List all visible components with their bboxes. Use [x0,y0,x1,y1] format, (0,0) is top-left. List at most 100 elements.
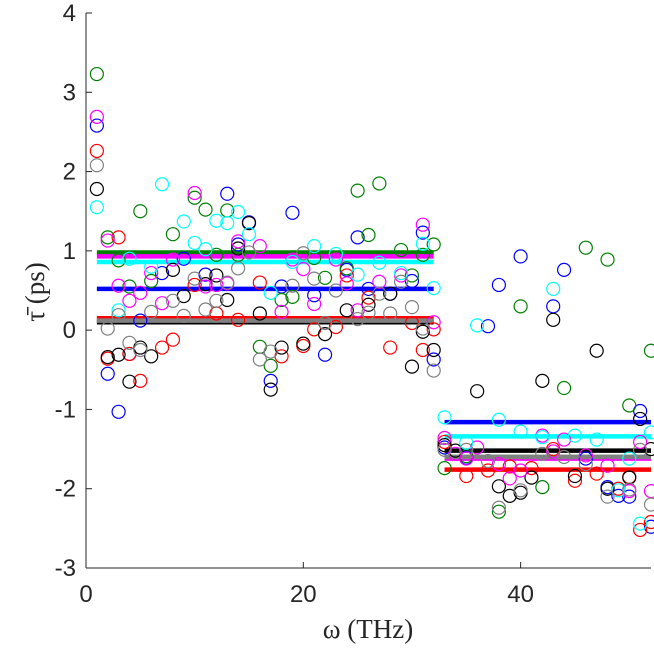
data-point-blue [263,373,278,388]
data-point-cyan [535,430,550,445]
data-point-blue [350,230,365,245]
data-point-gray [480,453,496,469]
data-point-blue [415,225,430,240]
data-point-gray [285,278,300,293]
data-point-cyan [89,200,104,215]
data-point-gray [176,308,191,323]
data-point-gray [133,342,148,358]
data-point-black [415,324,430,339]
data-point-gray [513,483,528,498]
data-point-red [154,340,170,355]
data-point-red [643,514,654,530]
data-point-green [100,230,115,245]
data-point-red [459,468,474,484]
data-point-green [393,242,409,258]
data-point-green [437,461,452,476]
data-point-green [404,268,420,283]
data-point-gray [622,482,637,497]
data-point-red [133,373,148,388]
data-point-cyan [393,265,409,281]
data-point-green [187,190,202,205]
data-point-magenta [328,252,344,267]
data-point-gray [111,307,126,323]
data-point-cyan [611,483,626,498]
data-point-gray [122,335,137,350]
data-point-magenta [100,233,115,248]
data-point-cyan [415,236,430,251]
data-point-gray [393,274,409,289]
data-point-cyan [546,281,561,297]
data-point-blue [643,519,654,534]
data-point-magenta [296,261,311,277]
data-point-black [404,359,420,374]
data-point-magenta [274,304,289,320]
data-point-green [426,237,441,252]
data-point-gray [404,300,420,315]
data-point-blue [491,277,506,293]
data-point-red [328,319,344,335]
data-point-gray [578,457,593,472]
data-point-cyan [220,216,235,231]
data-point-cyan [176,214,191,229]
data-point-green [165,227,181,242]
data-point-magenta [89,109,104,124]
data-point-black [643,441,654,457]
data-point-magenta [187,185,202,201]
data-point-red [426,322,441,337]
data-point-blue [198,267,213,282]
data-point-gray [643,497,654,512]
data-point-blue [111,404,126,419]
data-point-gray [317,315,333,331]
data-point-magenta [350,303,365,318]
data-point-green [361,227,376,243]
data-point-black [220,292,235,308]
data-point-cyan [372,255,387,270]
data-point-cyan [633,516,648,531]
data-point-blue [231,237,246,252]
data-point-red [231,312,246,327]
data-point-green [144,273,159,289]
data-point-black [426,342,441,358]
data-point-cyan [470,318,485,333]
data-point-cyan [643,425,654,440]
data-point-cyan [491,412,506,427]
data-point-black [122,374,137,389]
data-point-cyan [111,303,126,318]
data-point-red [165,332,181,347]
data-point-gray [209,293,224,308]
data-point-cyan [350,267,365,282]
data-point-green [350,183,365,198]
data-point-red [383,340,398,355]
data-point-green [111,253,126,268]
data-point-red [567,473,583,488]
data-point-gray [426,363,441,378]
data-point-green [317,270,333,285]
data-point-red [524,461,539,476]
data-point-gray [361,305,376,320]
data-point-green [556,380,572,396]
data-point-green [372,176,387,191]
data-point-cyan [622,451,637,466]
y-tick-label: 3 [63,79,76,106]
data-point-black [296,336,311,351]
data-point-gray [491,500,506,515]
data-point-gray [144,304,159,320]
data-point-gray [231,261,246,276]
data-point-black [317,327,333,342]
data-point-magenta [133,285,148,300]
data-point-magenta [643,483,654,499]
data-point-gray [437,442,452,457]
x-tick-label: 0 [79,581,92,608]
y-tick-label: 4 [63,0,76,27]
data-point-gray [383,306,398,321]
data-point-cyan [307,239,322,254]
data-point-magenta [578,448,593,463]
data-point-cyan [198,242,213,257]
data-point-black [546,312,561,327]
data-point-magenta [154,296,170,311]
data-point-black [165,262,181,277]
data-point-gray [252,352,267,367]
data-point-green [285,289,300,304]
data-point-black [263,382,278,397]
